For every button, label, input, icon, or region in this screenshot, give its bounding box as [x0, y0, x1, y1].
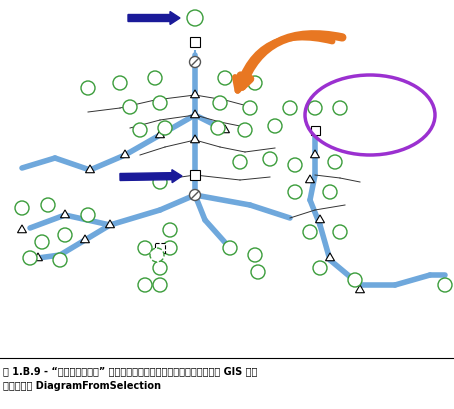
Circle shape — [150, 248, 164, 262]
Circle shape — [153, 278, 167, 292]
Polygon shape — [85, 165, 94, 173]
Circle shape — [248, 248, 262, 262]
Polygon shape — [191, 135, 199, 143]
Circle shape — [268, 119, 282, 133]
Circle shape — [233, 155, 247, 169]
Circle shape — [238, 123, 252, 137]
Circle shape — [81, 208, 95, 222]
Circle shape — [333, 225, 347, 239]
Circle shape — [283, 101, 297, 115]
Polygon shape — [60, 210, 69, 218]
Circle shape — [323, 185, 337, 199]
Polygon shape — [311, 150, 320, 158]
Circle shape — [223, 241, 237, 255]
Polygon shape — [34, 253, 43, 261]
Circle shape — [248, 76, 262, 90]
Polygon shape — [191, 110, 199, 118]
Circle shape — [113, 76, 127, 90]
Circle shape — [35, 235, 49, 249]
Circle shape — [163, 241, 177, 255]
Bar — [155, 243, 165, 253]
Polygon shape — [316, 215, 325, 223]
FancyArrowPatch shape — [235, 37, 332, 91]
Circle shape — [263, 152, 277, 166]
Polygon shape — [326, 253, 335, 261]
Text: 选择集后的 DiagramFromSelection: 选择集后的 DiagramFromSelection — [3, 381, 161, 391]
Circle shape — [189, 56, 201, 67]
Circle shape — [288, 185, 302, 199]
Circle shape — [123, 100, 137, 114]
Circle shape — [163, 223, 177, 237]
Circle shape — [138, 241, 152, 255]
Circle shape — [153, 175, 167, 189]
Circle shape — [153, 261, 167, 275]
Polygon shape — [105, 220, 114, 228]
Circle shape — [333, 101, 347, 115]
Circle shape — [187, 10, 203, 26]
Polygon shape — [18, 225, 26, 233]
Polygon shape — [80, 235, 89, 243]
Circle shape — [81, 81, 95, 95]
Circle shape — [148, 71, 162, 85]
Circle shape — [138, 278, 152, 292]
Bar — [190, 37, 200, 47]
Circle shape — [53, 253, 67, 267]
Polygon shape — [156, 130, 164, 138]
Circle shape — [243, 101, 257, 115]
Text: 图 1.B.9 - “示意图完全同步” 选项处于未选中状态时，更新过程中追加新 GIS 要素: 图 1.B.9 - “示意图完全同步” 选项处于未选中状态时，更新过程中追加新 … — [3, 366, 257, 376]
FancyArrow shape — [120, 170, 182, 183]
Circle shape — [303, 225, 317, 239]
Circle shape — [308, 101, 322, 115]
Circle shape — [23, 251, 37, 265]
Circle shape — [41, 198, 55, 212]
Circle shape — [328, 155, 342, 169]
Polygon shape — [306, 175, 315, 183]
Circle shape — [189, 189, 201, 200]
Circle shape — [133, 123, 147, 137]
Bar — [190, 170, 200, 180]
Circle shape — [211, 121, 225, 135]
Polygon shape — [221, 125, 230, 133]
Circle shape — [438, 278, 452, 292]
Polygon shape — [355, 285, 365, 293]
Circle shape — [58, 228, 72, 242]
FancyArrowPatch shape — [241, 34, 342, 87]
Circle shape — [153, 96, 167, 110]
Circle shape — [251, 265, 265, 279]
Circle shape — [313, 261, 327, 275]
Circle shape — [288, 158, 302, 172]
Circle shape — [15, 201, 29, 215]
FancyArrow shape — [128, 11, 180, 25]
Circle shape — [158, 121, 172, 135]
Polygon shape — [120, 150, 129, 158]
Polygon shape — [191, 90, 199, 98]
Circle shape — [213, 96, 227, 110]
Circle shape — [218, 71, 232, 85]
Circle shape — [348, 273, 362, 287]
Bar — [311, 126, 320, 135]
